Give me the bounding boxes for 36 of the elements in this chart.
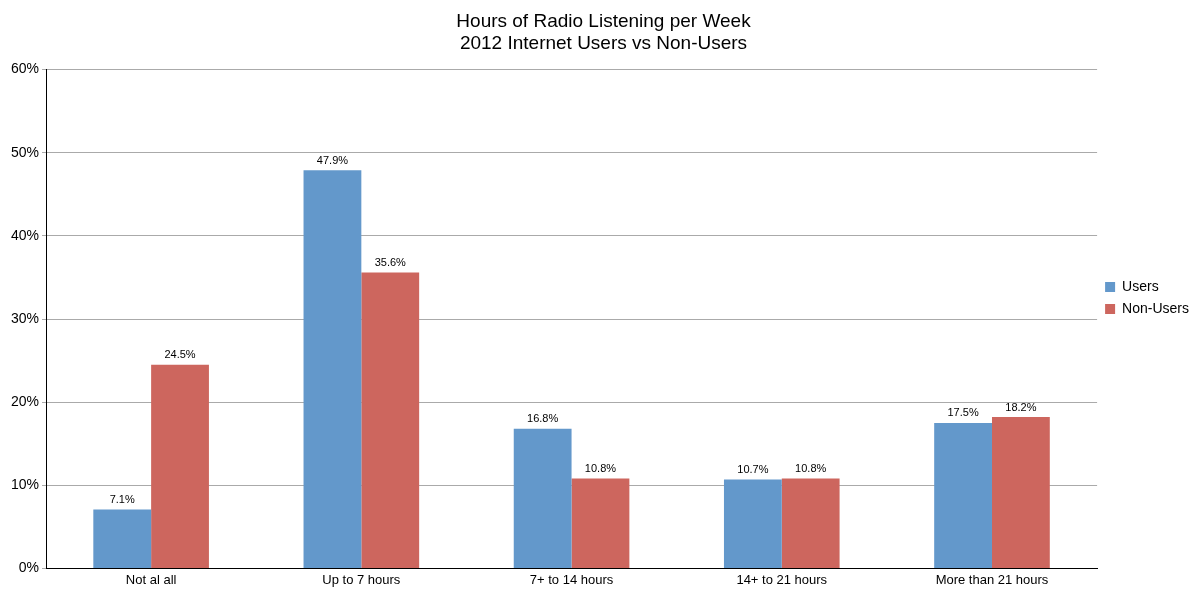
y-tick-label: 0% bbox=[18, 559, 40, 576]
bar bbox=[513, 428, 572, 568]
data-label: 18.2% bbox=[1005, 400, 1037, 413]
legend-label: Non-Users bbox=[1122, 299, 1189, 316]
data-label: 24.5% bbox=[164, 348, 196, 361]
data-label: 10.8% bbox=[795, 462, 827, 475]
data-label: 7.1% bbox=[109, 492, 135, 505]
bar bbox=[723, 479, 782, 568]
data-label: 35.6% bbox=[374, 255, 407, 268]
bar bbox=[781, 478, 840, 568]
data-label: 17.5% bbox=[947, 406, 979, 419]
data-label: 10.7% bbox=[737, 462, 769, 475]
y-tick-label: 30% bbox=[10, 309, 40, 326]
legend-label: Users bbox=[1122, 277, 1159, 294]
bar bbox=[991, 417, 1050, 568]
x-tick-label: Up to 7 hours bbox=[322, 571, 401, 587]
bar bbox=[934, 422, 992, 568]
bar bbox=[571, 478, 630, 568]
data-label: 10.8% bbox=[584, 462, 617, 475]
chart-subtitle: 2012 Internet Users vs Non-Users bbox=[459, 32, 748, 54]
y-tick-label: 40% bbox=[10, 226, 40, 243]
x-tick-label: Not al all bbox=[125, 571, 177, 587]
chart-title: Hours of Radio Listening per Week bbox=[456, 9, 752, 31]
bar bbox=[303, 170, 362, 568]
y-tick-label: 60% bbox=[10, 60, 40, 77]
data-label: 47.9% bbox=[316, 153, 349, 166]
y-tick-label: 50% bbox=[10, 143, 40, 160]
bar bbox=[151, 364, 209, 568]
data-label: 16.8% bbox=[527, 412, 559, 425]
bar bbox=[361, 272, 420, 568]
x-tick-label: 14+ to 21 hours bbox=[736, 571, 828, 587]
y-tick-label: 20% bbox=[10, 392, 40, 409]
bar bbox=[93, 509, 152, 568]
x-tick-label: 7+ to 14 hours bbox=[529, 571, 614, 587]
y-tick-label: 10% bbox=[10, 476, 40, 493]
x-tick-label: More than 21 hours bbox=[935, 571, 1049, 587]
